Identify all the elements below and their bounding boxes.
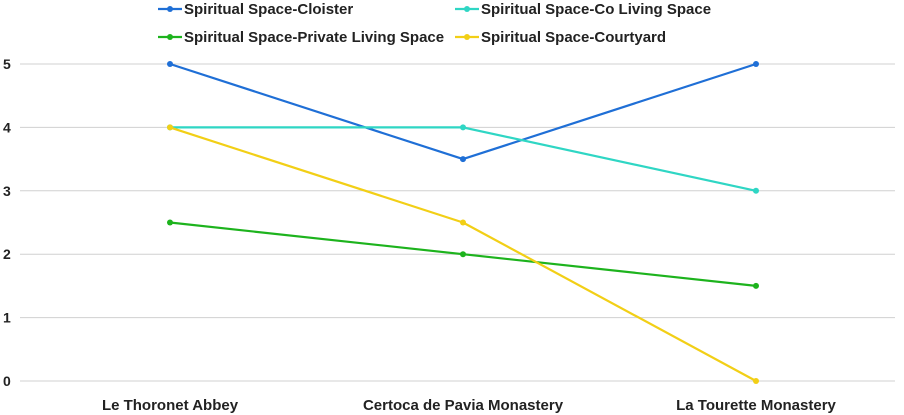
y-axis-ticks: 0 1 2 3 4 5 [3, 56, 11, 389]
y-tick-label: 5 [3, 56, 11, 72]
y-tick-label: 4 [3, 119, 11, 135]
data-point [167, 219, 173, 226]
data-point [753, 61, 759, 67]
legend-swatch-marker [464, 6, 470, 12]
data-point [753, 378, 759, 384]
series-4 [167, 124, 759, 384]
data-point [460, 156, 466, 163]
legend-label: Spiritual Space-Co Living Space [481, 1, 711, 18]
data-point [753, 187, 759, 194]
series-line [169, 62, 757, 161]
legend-item-3: Spiritual Space-Private Living Space [158, 29, 444, 46]
legend-item-1: Spiritual Space-Cloister [158, 1, 353, 18]
x-tick-label: Certoca de Pavia Monastery [363, 397, 564, 414]
data-point [167, 124, 173, 131]
series-1 [167, 61, 759, 163]
legend-swatch-marker [464, 34, 470, 40]
legend-swatch-marker [167, 6, 173, 12]
data-point [753, 282, 759, 289]
series-group [167, 61, 759, 384]
legend-item-2: Spiritual Space-Co Living Space [455, 1, 711, 18]
y-tick-label: 3 [3, 183, 11, 199]
legend-label: Spiritual Space-Courtyard [481, 29, 666, 46]
legend-item-4: Spiritual Space-Courtyard [455, 29, 666, 46]
data-point [460, 124, 466, 131]
x-tick-label: Le Thoronet Abbey [102, 397, 239, 414]
grid-lines [20, 63, 895, 382]
series-3 [167, 219, 759, 289]
data-point [460, 219, 466, 226]
legend-label: Spiritual Space-Cloister [184, 1, 353, 18]
data-point [460, 251, 466, 258]
data-point [167, 61, 173, 67]
y-tick-label: 0 [3, 373, 11, 389]
legend-swatch-marker [167, 34, 173, 40]
legend: Spiritual Space-Cloister Spiritual Space-… [158, 1, 711, 46]
y-tick-label: 1 [3, 310, 11, 326]
legend-label: Spiritual Space-Private Living Space [184, 29, 444, 46]
x-axis-ticks: Le Thoronet Abbey Certoca de Pavia Monast… [102, 397, 837, 414]
y-tick-label: 2 [3, 246, 11, 262]
x-tick-label: La Tourette Monastery [676, 397, 836, 414]
